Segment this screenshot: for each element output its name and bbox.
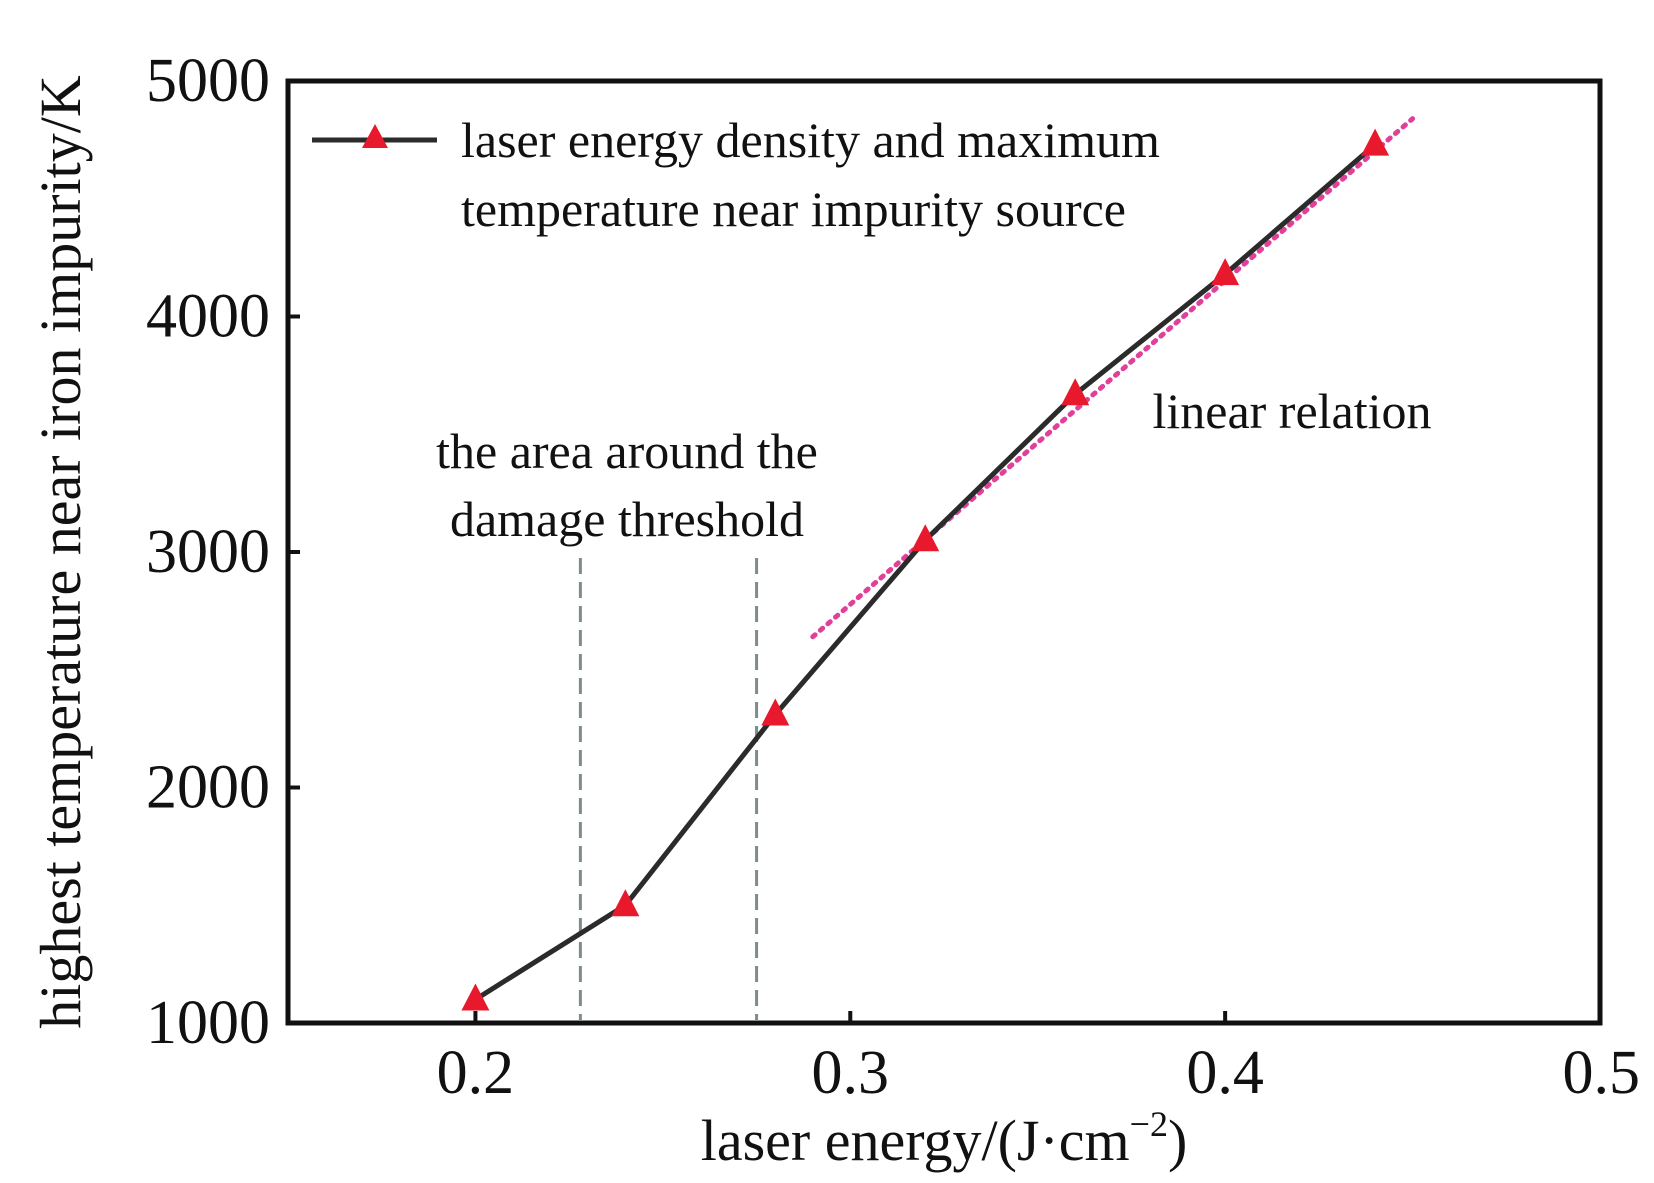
series-layer <box>461 128 1390 1011</box>
data-point-marker <box>1211 258 1240 286</box>
legend: laser energy density and maximum tempera… <box>312 112 1160 237</box>
series-line <box>474 142 1377 1002</box>
y-tick-label: 2000 <box>146 754 270 822</box>
x-axis-label-superscript: −2 <box>1130 1104 1168 1144</box>
x-axis-label-close: ) <box>1168 1108 1187 1173</box>
threshold-annotation-line1: the area around the <box>436 423 818 479</box>
data-point-marker <box>461 983 490 1011</box>
y-axis-label: highest temperature near iron impurity/K <box>28 75 93 1029</box>
data-point-marker <box>1061 378 1090 406</box>
legend-marker-triangle <box>362 124 388 148</box>
data-point-marker <box>911 524 940 552</box>
legend-label-line2: temperature near impurity source <box>461 181 1126 237</box>
y-tick-label: 4000 <box>146 283 270 351</box>
x-axis-label: laser energy/(J·cm−2) <box>701 1104 1188 1173</box>
x-tick-label: 0.5 <box>1563 1039 1641 1107</box>
x-tick-label: 0.2 <box>437 1039 515 1107</box>
data-point-marker <box>761 698 790 726</box>
threshold-lines <box>578 558 759 1021</box>
data-point-marker <box>1361 128 1390 156</box>
x-axis-ticks: 0.2 0.3 0.4 0.5 <box>437 1011 1640 1107</box>
data-point-marker <box>611 889 640 917</box>
x-axis-label-main: laser energy/(J·cm <box>701 1108 1130 1173</box>
legend-label-line1: laser energy density and maximum <box>461 112 1160 168</box>
y-tick-label: 1000 <box>146 989 270 1057</box>
y-tick-label: 5000 <box>146 47 270 115</box>
threshold-annotation-line2: damage threshold <box>450 491 804 547</box>
y-tick-label: 3000 <box>146 518 270 586</box>
y-axis-ticks: 1000 2000 3000 4000 5000 <box>146 47 300 1057</box>
x-tick-label: 0.4 <box>1186 1039 1264 1107</box>
linear-relation-annotation: linear relation <box>1152 383 1431 439</box>
x-tick-label: 0.3 <box>812 1039 890 1107</box>
